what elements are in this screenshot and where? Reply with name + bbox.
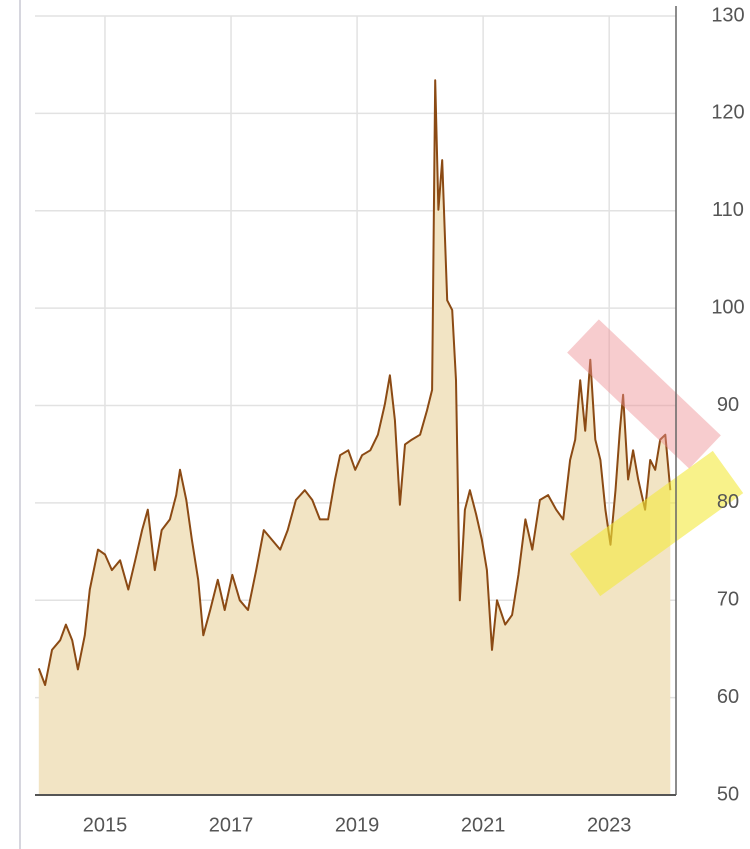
y-tick-label: 70	[717, 589, 739, 611]
y-tick-label: 80	[717, 491, 739, 513]
yellow-highlight	[569, 450, 744, 597]
x-tick-label: 2015	[83, 814, 128, 836]
x-tick-label: 2021	[461, 814, 506, 836]
highlights	[567, 319, 744, 597]
x-tick-label: 2019	[335, 814, 380, 836]
x-tick-label: 2017	[209, 814, 254, 836]
y-tick-label: 50	[717, 783, 739, 805]
axes: 50 60 70 80 90 100 110 120 130 2015 2017 2019 2021 20…	[35, 4, 745, 836]
area-fill	[38, 80, 671, 796]
y-tick-label: 60	[717, 686, 739, 708]
y-tick-label: 120	[711, 102, 744, 124]
marks	[37, 79, 672, 796]
line	[37, 79, 672, 686]
y-tick-label: 90	[717, 394, 739, 416]
y-tick-label: 110	[712, 199, 744, 221]
x-tick-label: 2023	[587, 814, 632, 836]
red-highlight	[567, 319, 721, 469]
y-tick-label: 100	[711, 296, 744, 318]
y-tick-label: 130	[711, 4, 744, 26]
